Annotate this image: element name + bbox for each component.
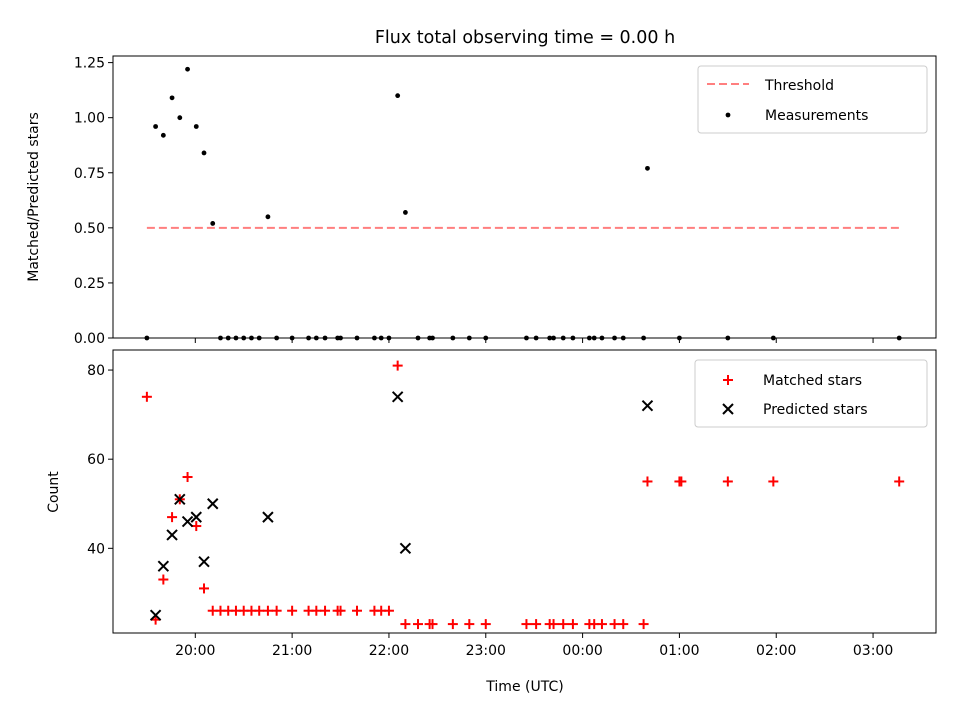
measurements-point-27 [395, 93, 401, 99]
matched-stars-point-27 [392, 360, 403, 371]
matched-stars-point-17 [287, 605, 298, 616]
matched-legend-swatch [723, 375, 733, 385]
bottom-y-tick-label-0: 40 [87, 541, 105, 557]
measurements-point-28 [403, 210, 408, 215]
top-y-tick-label-2: 0.50 [74, 221, 105, 237]
bottom-x-tick-label-7: 03:00 [853, 643, 893, 659]
figure-title: Flux total observing time = 0.00 h [375, 28, 675, 48]
predicted-stars-point-4 [181, 515, 194, 528]
matched-stars-point-50 [722, 476, 733, 487]
bottom-x-tick-label-1: 21:00 [272, 643, 312, 659]
top-panel-frame [112, 55, 937, 339]
matched-stars-point-16 [271, 605, 282, 616]
measurements-point-47 [645, 165, 650, 171]
predicted-legend-swatch [722, 403, 734, 415]
measurements-point-15 [265, 214, 271, 220]
matched-stars-point-43 [596, 619, 607, 630]
matched-legend-label: Matched stars [763, 373, 862, 389]
top-y-tick-label-4: 1.00 [74, 111, 105, 127]
top-legend-box [697, 65, 928, 134]
predicted-stars-point-7 [207, 498, 219, 510]
predicted-stars-point-3 [174, 493, 186, 506]
matched-stars-point-49 [676, 476, 687, 487]
matched-stars-point-44 [609, 619, 620, 630]
predicted-legend-label: Predicted stars [763, 402, 868, 418]
matched-stars-point-39 [558, 619, 569, 630]
matched-stars-point-3 [167, 512, 178, 523]
matched-stars-point-14 [254, 605, 265, 616]
matched-stars-point-47 [642, 476, 653, 487]
matched-stars-point-38 [548, 619, 559, 630]
x-axis-label: Time (UTC) [485, 679, 563, 695]
bottom-x-tick-label-2: 22:00 [369, 643, 409, 659]
measurements-point-7 [201, 150, 207, 156]
matched-stars-point-22 [335, 605, 346, 616]
matched-stars-point-20 [320, 605, 331, 616]
bottom-panel: Count 40 60 80 20:00 21:00 22:00 23:00 00:00 01:… [46, 349, 937, 695]
bottom-legend: Matched stars Predicted stars [694, 359, 928, 428]
threshold-legend-label: Threshold [764, 78, 834, 94]
top-y-tick-label-0: 0.00 [74, 331, 105, 347]
bottom-y-axis-label: Count [46, 471, 62, 513]
predicted-stars-point-0 [149, 609, 162, 621]
matched-stars-point-15 [262, 605, 273, 616]
matched-stars-point-46 [638, 619, 649, 630]
predicted-stars-point-6 [198, 555, 210, 568]
measurements-point-4 [177, 115, 183, 121]
bottom-x-tick-label-4: 00:00 [562, 643, 602, 659]
bottom-x-tick-label-5: 01:00 [659, 643, 699, 659]
matched-stars-point-51 [768, 476, 779, 487]
matched-stars-point-28 [400, 619, 411, 630]
matched-stars-point-35 [521, 619, 532, 630]
bottom-x-tick-label-0: 20:00 [175, 643, 215, 659]
matched-stars-point-7 [199, 583, 210, 594]
matched-stars-point-5 [182, 472, 193, 483]
measurements-point-5 [185, 66, 190, 72]
matched-stars-point-2 [158, 574, 169, 585]
top-y-axis-label: Matched/Predicted stars [26, 112, 42, 282]
measurements-point-1 [153, 124, 159, 129]
top-panel: Matched/Predicted stars 0.00 0.25 0.50 0.75… [26, 55, 937, 347]
matched-stars-point-26 [383, 605, 394, 616]
matched-stars-point-34 [480, 619, 491, 630]
measurements-point-6 [193, 124, 199, 129]
predicted-legend-marker [722, 403, 734, 415]
bottom-x-tick-label-3: 23:00 [466, 643, 506, 659]
top-y-tick-label-3: 0.75 [74, 166, 105, 182]
top-y-tick-label-1: 0.25 [74, 276, 105, 292]
matched-stars-point-52 [894, 476, 905, 487]
bottom-panel-frame [112, 349, 937, 634]
measurements-legend-label: Measurements [765, 108, 868, 124]
predicted-stars-point-1 [157, 560, 170, 572]
top-y-tick-label-5: 1.25 [74, 56, 105, 72]
bottom-legend-box [694, 359, 928, 428]
matched-stars-point-36 [531, 619, 542, 630]
bottom-panel-marks [141, 360, 905, 630]
matched-stars-point-19 [311, 605, 322, 616]
predicted-stars-point-2 [166, 529, 178, 541]
measurements-point-8 [210, 221, 216, 226]
matched-stars-point-33 [464, 619, 475, 630]
predicted-stars-point-10 [399, 542, 412, 555]
bottom-y-tick-label-1: 60 [87, 452, 105, 468]
predicted-stars-point-8 [262, 511, 274, 523]
matched-stars-point-40 [567, 619, 578, 630]
measurements-point-3 [169, 95, 175, 101]
matched-stars-point-0 [141, 391, 152, 402]
top-legend: Threshold Measurements [697, 65, 928, 134]
measurements-point-2 [160, 132, 166, 138]
matched-stars-point-23 [351, 605, 362, 616]
matched-stars-point-45 [618, 619, 629, 630]
matched-stars-point-29 [412, 619, 423, 630]
bottom-x-tick-label-6: 02:00 [756, 643, 796, 659]
predicted-stars-point-9 [391, 391, 404, 403]
matched-stars-point-32 [447, 619, 458, 630]
matched-legend-marker [723, 375, 733, 385]
bottom-y-tick-label-2: 80 [87, 363, 105, 379]
measurements-legend-swatch [725, 112, 731, 118]
matched-stars-point-31 [427, 619, 438, 630]
predicted-stars-point-11 [641, 400, 654, 412]
predicted-stars-point-5 [190, 511, 202, 523]
